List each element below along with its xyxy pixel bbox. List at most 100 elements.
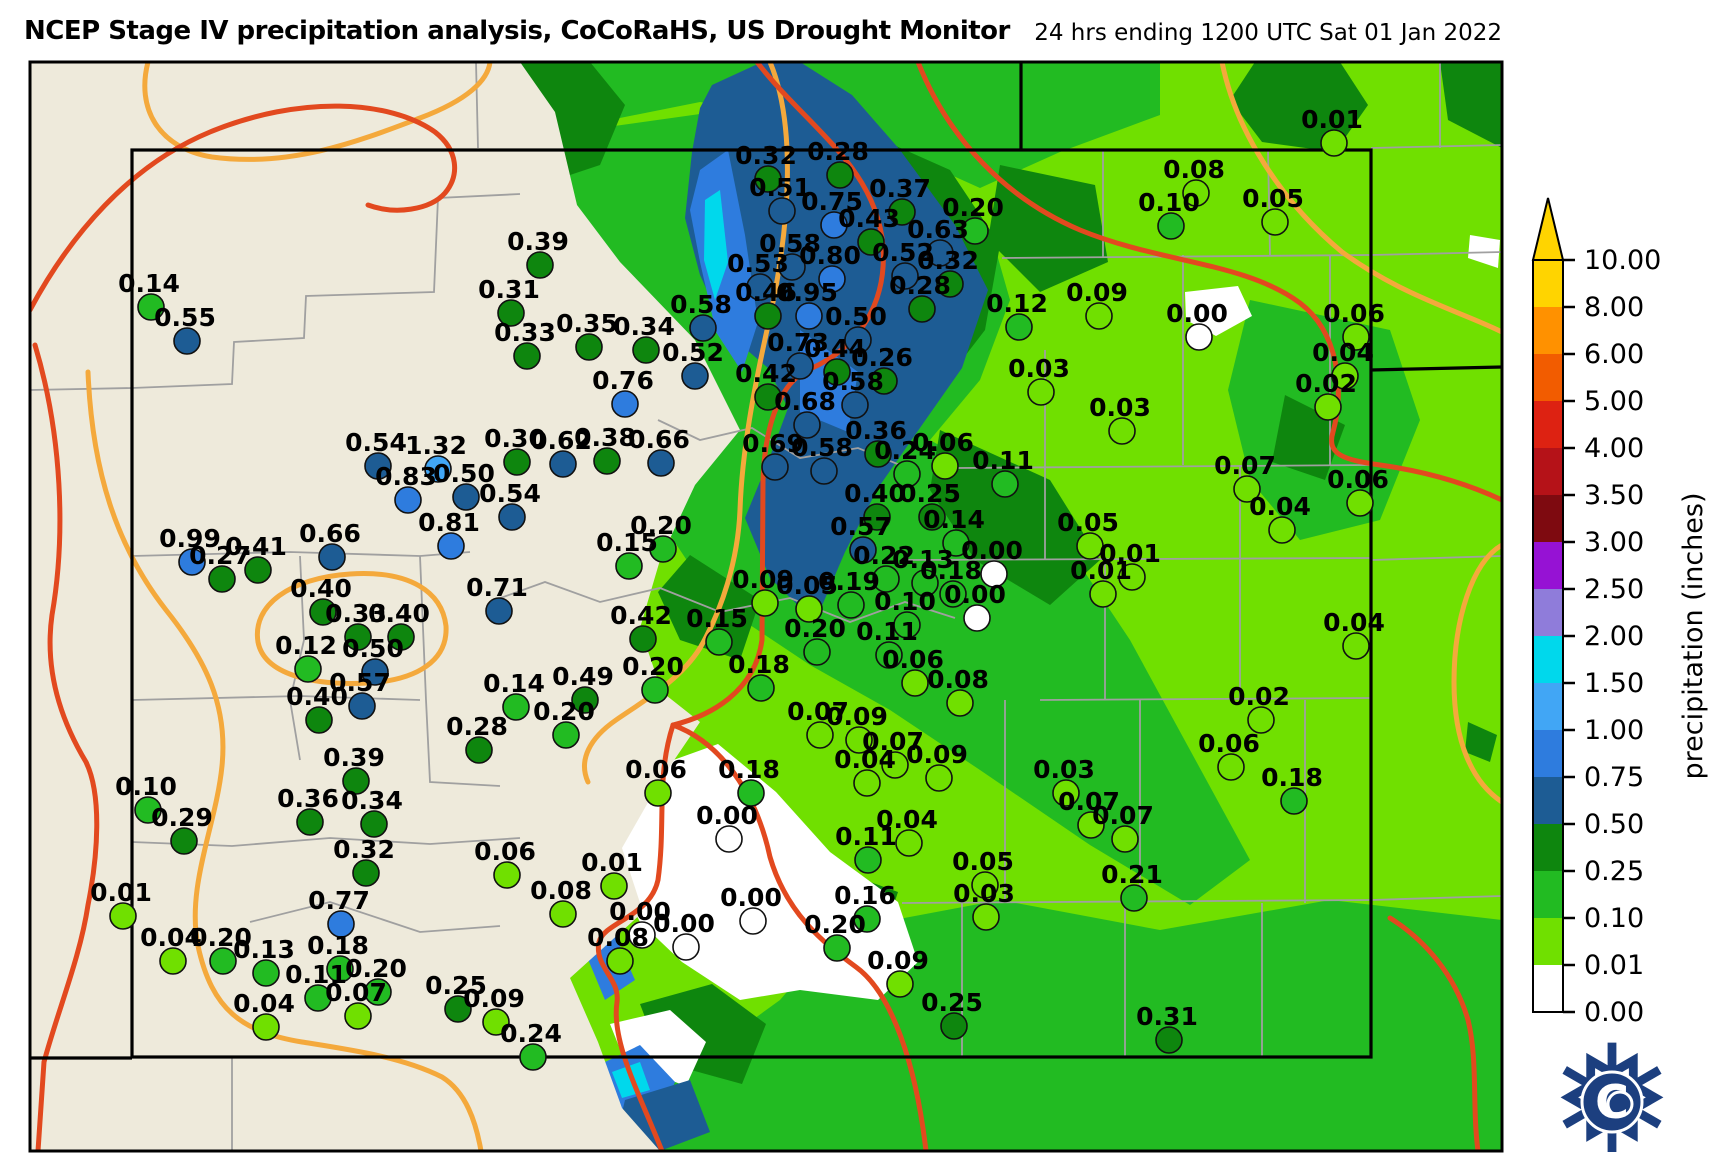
station-value-label: 0.16: [834, 881, 896, 910]
station-value-label: 0.04: [1323, 608, 1385, 637]
station-value-label: 0.63: [907, 215, 969, 244]
station-dot: [1027, 378, 1055, 406]
station-dot: [352, 859, 380, 887]
station: 0.03: [953, 879, 1015, 931]
station-value-label: 0.42: [735, 359, 797, 388]
station-dot: [689, 314, 717, 342]
station: 0.07: [862, 727, 924, 779]
station: 0.18: [1261, 763, 1323, 815]
station-value-label: 0.07: [325, 978, 387, 1007]
colorbar-segment: [1533, 589, 1563, 636]
colorbar: 10.00 8.00 6.00 5.00 4.00 3.50 3.00 2.50 2.00 1.5…: [1531, 197, 1661, 1028]
colorbar-segment: [1533, 495, 1563, 542]
station: 0.18: [728, 650, 790, 702]
station-value-label: 0.01: [1070, 556, 1132, 585]
station-dot: [361, 658, 389, 686]
field-light-north: [480, 62, 1160, 188]
station-dot: [513, 342, 541, 370]
station: 0.11: [972, 446, 1034, 498]
station-value-label: 0.50: [342, 634, 404, 663]
station-value-label: 0.20: [622, 652, 684, 681]
station-value-label: 0.25: [921, 988, 983, 1017]
station-dot: [963, 604, 991, 632]
station: 0.20: [942, 193, 1004, 245]
station-value-label: 0.49: [552, 662, 614, 691]
station-dot: [309, 598, 337, 626]
station: 0.01: [1070, 556, 1132, 608]
station-dot: [1185, 323, 1213, 351]
station: 0.00: [653, 909, 715, 961]
station: 0.07: [787, 697, 849, 749]
station: 0.55: [154, 303, 216, 355]
station-value-label: 0.24: [874, 436, 936, 465]
station-value-label: 0.13: [233, 935, 295, 964]
station-value-label: 0.00: [1166, 299, 1228, 328]
station-dot: [437, 532, 465, 560]
station-dot: [294, 655, 322, 683]
stations-layer: 0.010.32 0.280.080.51 0.370.20 0.10 0.050.75…: [90, 105, 1389, 1071]
station-value-label: 0.73: [767, 328, 829, 357]
station-value-label: 0.18: [307, 931, 369, 960]
station-dot: [705, 628, 733, 656]
station-value-label: 0.00: [696, 801, 758, 830]
station-dot: [820, 211, 848, 239]
station: 0.14: [118, 269, 180, 321]
station: 0.58: [822, 367, 884, 419]
station: 0.14: [483, 669, 545, 721]
station: 0.50: [342, 634, 404, 686]
station-value-label: 0.12: [986, 289, 1048, 318]
station-value-label: 0.04: [1249, 492, 1311, 521]
station-dot: [1182, 179, 1210, 207]
station-value-label: 0.28: [889, 271, 951, 300]
station-value-label: 0.33: [494, 318, 556, 347]
station-dot: [870, 367, 898, 395]
station-dot: [360, 810, 388, 838]
station-dot: [888, 198, 916, 226]
station: 0.05: [1242, 184, 1304, 236]
station-value-label: 0.22: [853, 541, 915, 570]
station-value-label: 0.04: [876, 805, 938, 834]
station-dot: [173, 327, 201, 355]
station-dot: [908, 295, 936, 323]
station-dot: [841, 391, 869, 419]
station-value-label: 0.36: [277, 784, 339, 813]
station-value-label: 0.14: [483, 669, 545, 698]
station-value-label: 0.03: [1008, 354, 1070, 383]
station: 0.08: [927, 665, 989, 717]
station: 0.04: [876, 805, 938, 857]
station-value-label: 0.40: [286, 682, 348, 711]
station-dot: [482, 1008, 510, 1036]
station-value-label: 0.33: [325, 599, 387, 628]
station-value-label: 0.66: [628, 425, 690, 454]
station: 0.10: [874, 587, 936, 639]
station-dot: [364, 452, 392, 480]
station-value-label: 0.77: [308, 886, 370, 915]
station: 0.08: [587, 923, 649, 975]
station: 0.51: [749, 173, 811, 225]
station-dot: [641, 676, 669, 704]
station-dot: [600, 872, 628, 900]
station-value-label: 0.08: [927, 665, 989, 694]
station-dot: [348, 692, 376, 720]
station: 0.83: [375, 462, 437, 514]
colorbar-segment: [1533, 542, 1563, 589]
station-value-label: 0.06: [474, 837, 536, 866]
station: 0.76: [592, 366, 654, 418]
station-value-label: 0.39: [323, 743, 385, 772]
station-value-label: 0.09: [463, 984, 525, 1013]
colorbar-tick-label: 10.00: [1584, 245, 1661, 276]
station: 0.00: [944, 580, 1006, 632]
station: 0.80: [799, 241, 861, 293]
station: 0.53: [727, 249, 789, 301]
station-dot: [1233, 475, 1261, 503]
station-value-label: 0.95: [776, 278, 838, 307]
station-value-label: 0.26: [851, 343, 913, 372]
station-dot: [502, 693, 530, 721]
station-dot: [853, 905, 881, 933]
station-dot: [1076, 532, 1104, 560]
station-value-label: 0.07: [862, 727, 924, 756]
station: 0.04: [1249, 492, 1311, 544]
station-dot: [644, 779, 672, 807]
